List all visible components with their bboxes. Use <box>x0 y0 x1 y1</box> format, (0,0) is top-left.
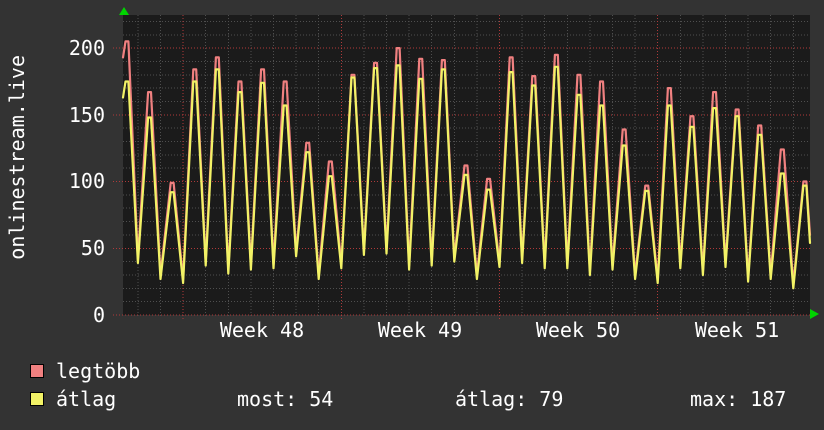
x-tick-label-week51: Week 51 <box>694 318 780 342</box>
y-tick-label-0: 0 <box>92 303 105 327</box>
x-axis-arrow-right-icon <box>810 309 819 319</box>
x-tick-label-week49: Week 49 <box>377 318 463 342</box>
legend-swatch-max-icon <box>30 364 44 378</box>
vertical-axis-title-text: onlinestream.live <box>5 55 29 260</box>
stat-max: max: 187 <box>690 387 787 411</box>
legend-label-average: átlag <box>56 387 117 411</box>
vertical-axis-title: onlinestream.live <box>5 55 30 265</box>
y-tick-label-50: 50 <box>80 236 105 260</box>
x-tick-label-week48: Week 48 <box>219 318 305 342</box>
y-tick-label-100: 100 <box>68 169 105 193</box>
y-tick-label-200: 200 <box>68 36 105 60</box>
y-tick-label-150: 150 <box>68 103 105 127</box>
x-tick-label-week50: Week 50 <box>535 318 621 342</box>
stat-average: átlag: 79 <box>455 387 564 411</box>
y-axis-arrow-up-icon <box>119 7 129 15</box>
stat-current: most: 54 <box>237 387 334 411</box>
legend-swatch-average-icon <box>30 392 44 406</box>
legend-label-max: legtöbb <box>56 359 141 383</box>
